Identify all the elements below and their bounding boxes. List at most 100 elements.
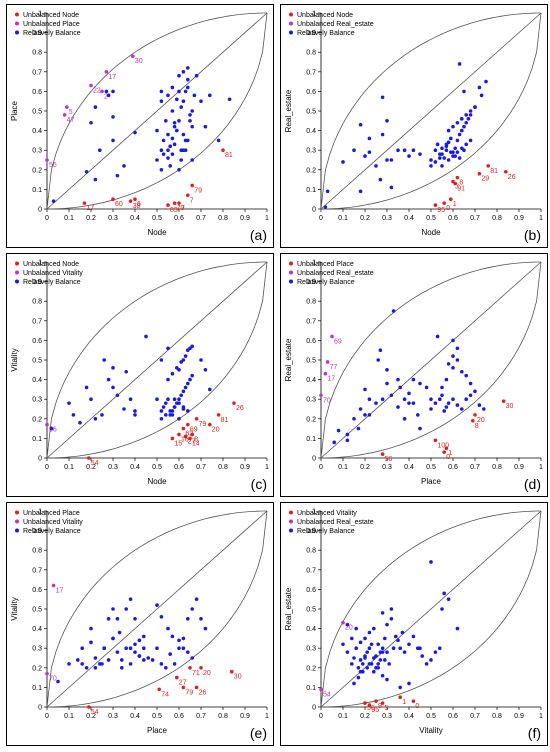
x-tick-label: 0.3	[382, 215, 392, 222]
data-point	[363, 387, 367, 392]
data-point	[341, 620, 345, 625]
legend-marker	[15, 528, 19, 533]
data-point	[407, 642, 411, 647]
panel-tag: (d)	[523, 476, 541, 492]
legend-entry: Unbalanced Place	[297, 261, 354, 268]
data-point	[82, 201, 87, 205]
data-point	[93, 656, 98, 660]
x-tick-label: 0.2	[360, 464, 370, 471]
data-point	[100, 89, 104, 94]
data-point	[159, 89, 164, 94]
data-point	[440, 393, 444, 398]
data-point	[65, 105, 69, 109]
y-tick-label: 0.3	[306, 397, 316, 404]
upper-boundary-curve	[46, 12, 267, 210]
data-point	[440, 152, 444, 156]
data-point	[330, 334, 334, 339]
lower-boundary-curve	[321, 261, 542, 459]
data-point	[80, 646, 84, 650]
data-point	[453, 154, 457, 158]
x-tick-label: 0.1	[338, 713, 348, 720]
data-point	[115, 173, 120, 178]
data-point	[464, 373, 468, 378]
data-point	[451, 397, 455, 401]
legend-entry: Unbalanced Vitality	[297, 510, 357, 517]
data-point	[111, 385, 115, 390]
data-point	[87, 705, 91, 709]
data-point	[484, 79, 488, 84]
x-tick-label: 0.9	[514, 215, 524, 222]
data-point	[350, 662, 354, 666]
point-label: 0	[415, 703, 419, 710]
data-point	[111, 115, 115, 119]
x-tick-label: 0.2	[86, 713, 96, 720]
y-tick-label: 0.4	[306, 377, 316, 384]
data-point	[142, 658, 146, 662]
point-label: 38	[133, 203, 141, 210]
point-label: 54	[91, 460, 99, 467]
data-point	[468, 393, 473, 398]
data-point	[120, 658, 124, 662]
data-point	[433, 438, 438, 443]
data-point	[429, 164, 433, 168]
y-tick-label: 0.5	[32, 109, 42, 116]
data-point	[166, 132, 170, 137]
point-label: 54	[91, 709, 99, 716]
data-point	[89, 120, 93, 125]
data-point	[442, 201, 446, 205]
data-point	[199, 358, 203, 362]
data-point	[380, 673, 385, 678]
data-point	[468, 138, 473, 143]
data-point	[345, 650, 350, 654]
data-point	[188, 119, 192, 123]
data-point	[378, 177, 383, 182]
data-point	[122, 407, 126, 411]
data-point	[179, 360, 183, 364]
data-point	[446, 597, 451, 601]
data-point	[479, 93, 484, 98]
data-point	[411, 377, 416, 382]
data-point	[181, 636, 186, 641]
data-point	[374, 401, 378, 405]
legend-entry: Relatively Balance	[297, 279, 355, 286]
data-point	[444, 148, 449, 152]
y-tick-label: 0.2	[32, 416, 42, 423]
data-point	[128, 646, 133, 650]
data-point	[164, 413, 168, 417]
data-point	[89, 626, 93, 631]
y-tick-label: 0.5	[306, 358, 316, 365]
y-tick-label: 0.4	[32, 626, 42, 633]
data-point	[460, 369, 464, 374]
data-point	[407, 391, 411, 396]
data-point	[133, 642, 137, 647]
point-label: 70	[177, 205, 185, 212]
point-label: 54	[323, 691, 331, 698]
point-label: 29	[481, 176, 489, 183]
data-point	[380, 650, 385, 654]
data-point	[186, 85, 190, 90]
y-tick-label: 0.6	[32, 89, 42, 96]
x-tick-label: 0.6	[174, 215, 184, 222]
data-point	[181, 646, 186, 650]
data-point	[455, 346, 460, 351]
data-point	[385, 381, 389, 386]
data-point	[380, 646, 385, 650]
legend-entry: Relatively Balance	[23, 528, 81, 535]
data-point	[177, 73, 181, 78]
y-tick-label: 0.8	[306, 299, 316, 306]
data-point	[361, 669, 365, 674]
data-point	[446, 128, 451, 133]
data-point	[100, 662, 104, 666]
data-point	[433, 203, 438, 207]
data-point	[380, 132, 385, 137]
data-point	[230, 669, 234, 674]
data-point	[208, 387, 212, 392]
point-label: 2	[104, 93, 108, 100]
data-point	[221, 148, 225, 152]
data-point	[460, 117, 464, 121]
data-point	[385, 368, 389, 372]
data-point	[190, 432, 194, 437]
y-tick-label: 0.9	[32, 30, 42, 37]
data-point	[183, 354, 188, 358]
x-tick-label: 0.1	[338, 215, 348, 222]
